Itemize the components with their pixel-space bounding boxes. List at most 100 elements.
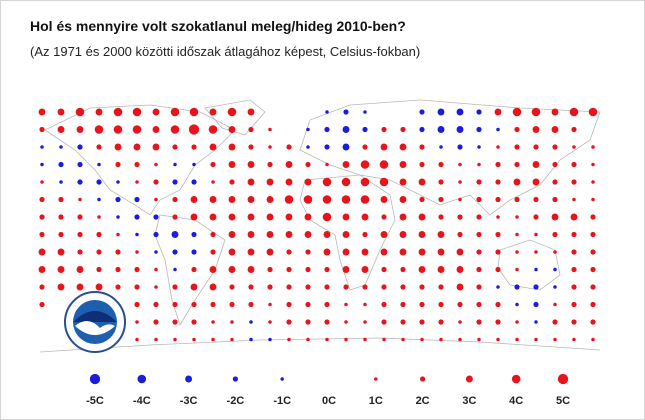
anomaly-dot bbox=[305, 319, 311, 325]
anomaly-dot bbox=[552, 319, 558, 325]
anomaly-dot bbox=[457, 214, 463, 220]
anomaly-dot bbox=[324, 284, 330, 290]
anomaly-dot bbox=[342, 143, 350, 151]
anomaly-dot bbox=[96, 249, 102, 255]
anomaly-dot bbox=[152, 143, 160, 151]
anomaly-dot bbox=[437, 126, 445, 133]
anomaly-dot bbox=[95, 283, 103, 291]
anomaly-dot bbox=[77, 161, 83, 168]
legend-dot bbox=[232, 376, 238, 382]
anomaly-dot bbox=[495, 179, 501, 185]
anomaly-dot bbox=[209, 266, 217, 273]
anomaly-dot bbox=[552, 161, 558, 168]
anomaly-dot bbox=[228, 248, 236, 256]
anomaly-dot bbox=[344, 337, 348, 342]
anomaly-dot bbox=[570, 213, 578, 221]
anomaly-dot bbox=[534, 250, 538, 254]
anomaly-dot bbox=[172, 249, 178, 255]
anomaly-dot bbox=[285, 231, 293, 238]
anomaly-dot bbox=[189, 107, 199, 117]
anomaly-dot bbox=[39, 284, 45, 290]
anomaly-dot bbox=[325, 162, 329, 167]
anomaly-dot bbox=[590, 284, 596, 290]
anomaly-dot bbox=[39, 214, 45, 220]
north-america bbox=[44, 104, 236, 216]
anomaly-dot bbox=[248, 126, 254, 133]
legend-dot bbox=[511, 374, 521, 384]
anomaly-dot bbox=[76, 283, 84, 291]
anomaly-dot bbox=[571, 231, 577, 238]
anomaly-dot bbox=[571, 319, 577, 325]
anomaly-dot bbox=[115, 161, 121, 168]
anomaly-dot bbox=[438, 319, 444, 325]
anomaly-dot bbox=[514, 284, 520, 290]
anomaly-dot bbox=[381, 319, 387, 325]
anomaly-dot bbox=[342, 213, 350, 221]
anomaly-dot bbox=[419, 301, 425, 308]
anomaly-dot bbox=[154, 197, 158, 202]
anomaly-dot bbox=[133, 143, 141, 151]
anomaly-dot bbox=[458, 162, 462, 167]
anomaly-dot bbox=[553, 250, 557, 254]
anomaly-dot bbox=[476, 179, 482, 185]
anomaly-dot bbox=[135, 320, 139, 324]
anomaly-dot bbox=[228, 143, 236, 151]
anomaly-dot bbox=[496, 285, 500, 289]
anomaly-dot bbox=[438, 301, 444, 308]
anomaly-dot bbox=[115, 196, 121, 203]
anomaly-dot bbox=[57, 108, 65, 116]
anomaly-dot bbox=[591, 180, 595, 184]
anomaly-dot bbox=[135, 337, 139, 342]
anomaly-dot bbox=[515, 337, 519, 342]
anomaly-dot bbox=[40, 145, 44, 149]
anomaly-dot bbox=[59, 180, 63, 184]
anomaly-dot bbox=[476, 284, 482, 290]
anomaly-dot bbox=[39, 126, 45, 133]
anomaly-dot bbox=[515, 302, 519, 307]
anomaly-dot bbox=[229, 301, 235, 308]
anomaly-dot bbox=[113, 107, 123, 117]
anomaly-dot bbox=[266, 178, 274, 186]
anomaly-dot bbox=[476, 196, 482, 203]
anomaly-dot bbox=[571, 161, 577, 168]
anomaly-dot bbox=[58, 214, 64, 220]
anomaly-dot bbox=[552, 231, 558, 238]
anomaly-dot bbox=[190, 283, 198, 291]
anomaly-dot bbox=[381, 301, 387, 308]
anomaly-dot bbox=[438, 196, 444, 203]
anomaly-dot bbox=[78, 197, 82, 202]
anomaly-dot bbox=[113, 125, 123, 134]
anomaly-dot bbox=[399, 196, 407, 203]
anomaly-dot bbox=[514, 161, 520, 168]
anomaly-dot bbox=[96, 179, 102, 185]
anomaly-dot bbox=[343, 109, 349, 115]
anomaly-dot bbox=[266, 248, 274, 256]
anomaly-dot bbox=[380, 231, 388, 238]
anomaly-dot bbox=[458, 337, 462, 342]
anomaly-dot bbox=[58, 196, 64, 203]
anomaly-dot bbox=[419, 144, 425, 150]
anomaly-dot bbox=[59, 145, 63, 149]
anomaly-dot bbox=[363, 110, 367, 114]
anomaly-dot bbox=[287, 337, 291, 342]
anomaly-dot bbox=[342, 248, 350, 256]
anomaly-dot bbox=[304, 213, 312, 221]
anomaly-dot bbox=[363, 337, 367, 342]
anomaly-dot bbox=[571, 126, 577, 133]
anomaly-dot bbox=[153, 301, 159, 308]
anomaly-dot bbox=[476, 231, 482, 238]
anomaly-dot bbox=[40, 180, 44, 184]
anomaly-dot bbox=[132, 107, 142, 117]
anomaly-dot bbox=[571, 249, 577, 255]
anomaly-dot bbox=[590, 266, 596, 273]
anomaly-dot bbox=[170, 107, 180, 117]
anomaly-dot bbox=[476, 214, 482, 220]
anomaly-dot bbox=[58, 161, 64, 168]
anomaly-dot bbox=[116, 232, 120, 237]
anomaly-dot bbox=[457, 144, 463, 150]
anomaly-dot bbox=[400, 266, 406, 273]
anomaly-dot bbox=[514, 196, 520, 203]
anomaly-dot bbox=[381, 214, 387, 220]
anomaly-dot bbox=[495, 196, 501, 203]
anomaly-dot bbox=[438, 179, 444, 185]
